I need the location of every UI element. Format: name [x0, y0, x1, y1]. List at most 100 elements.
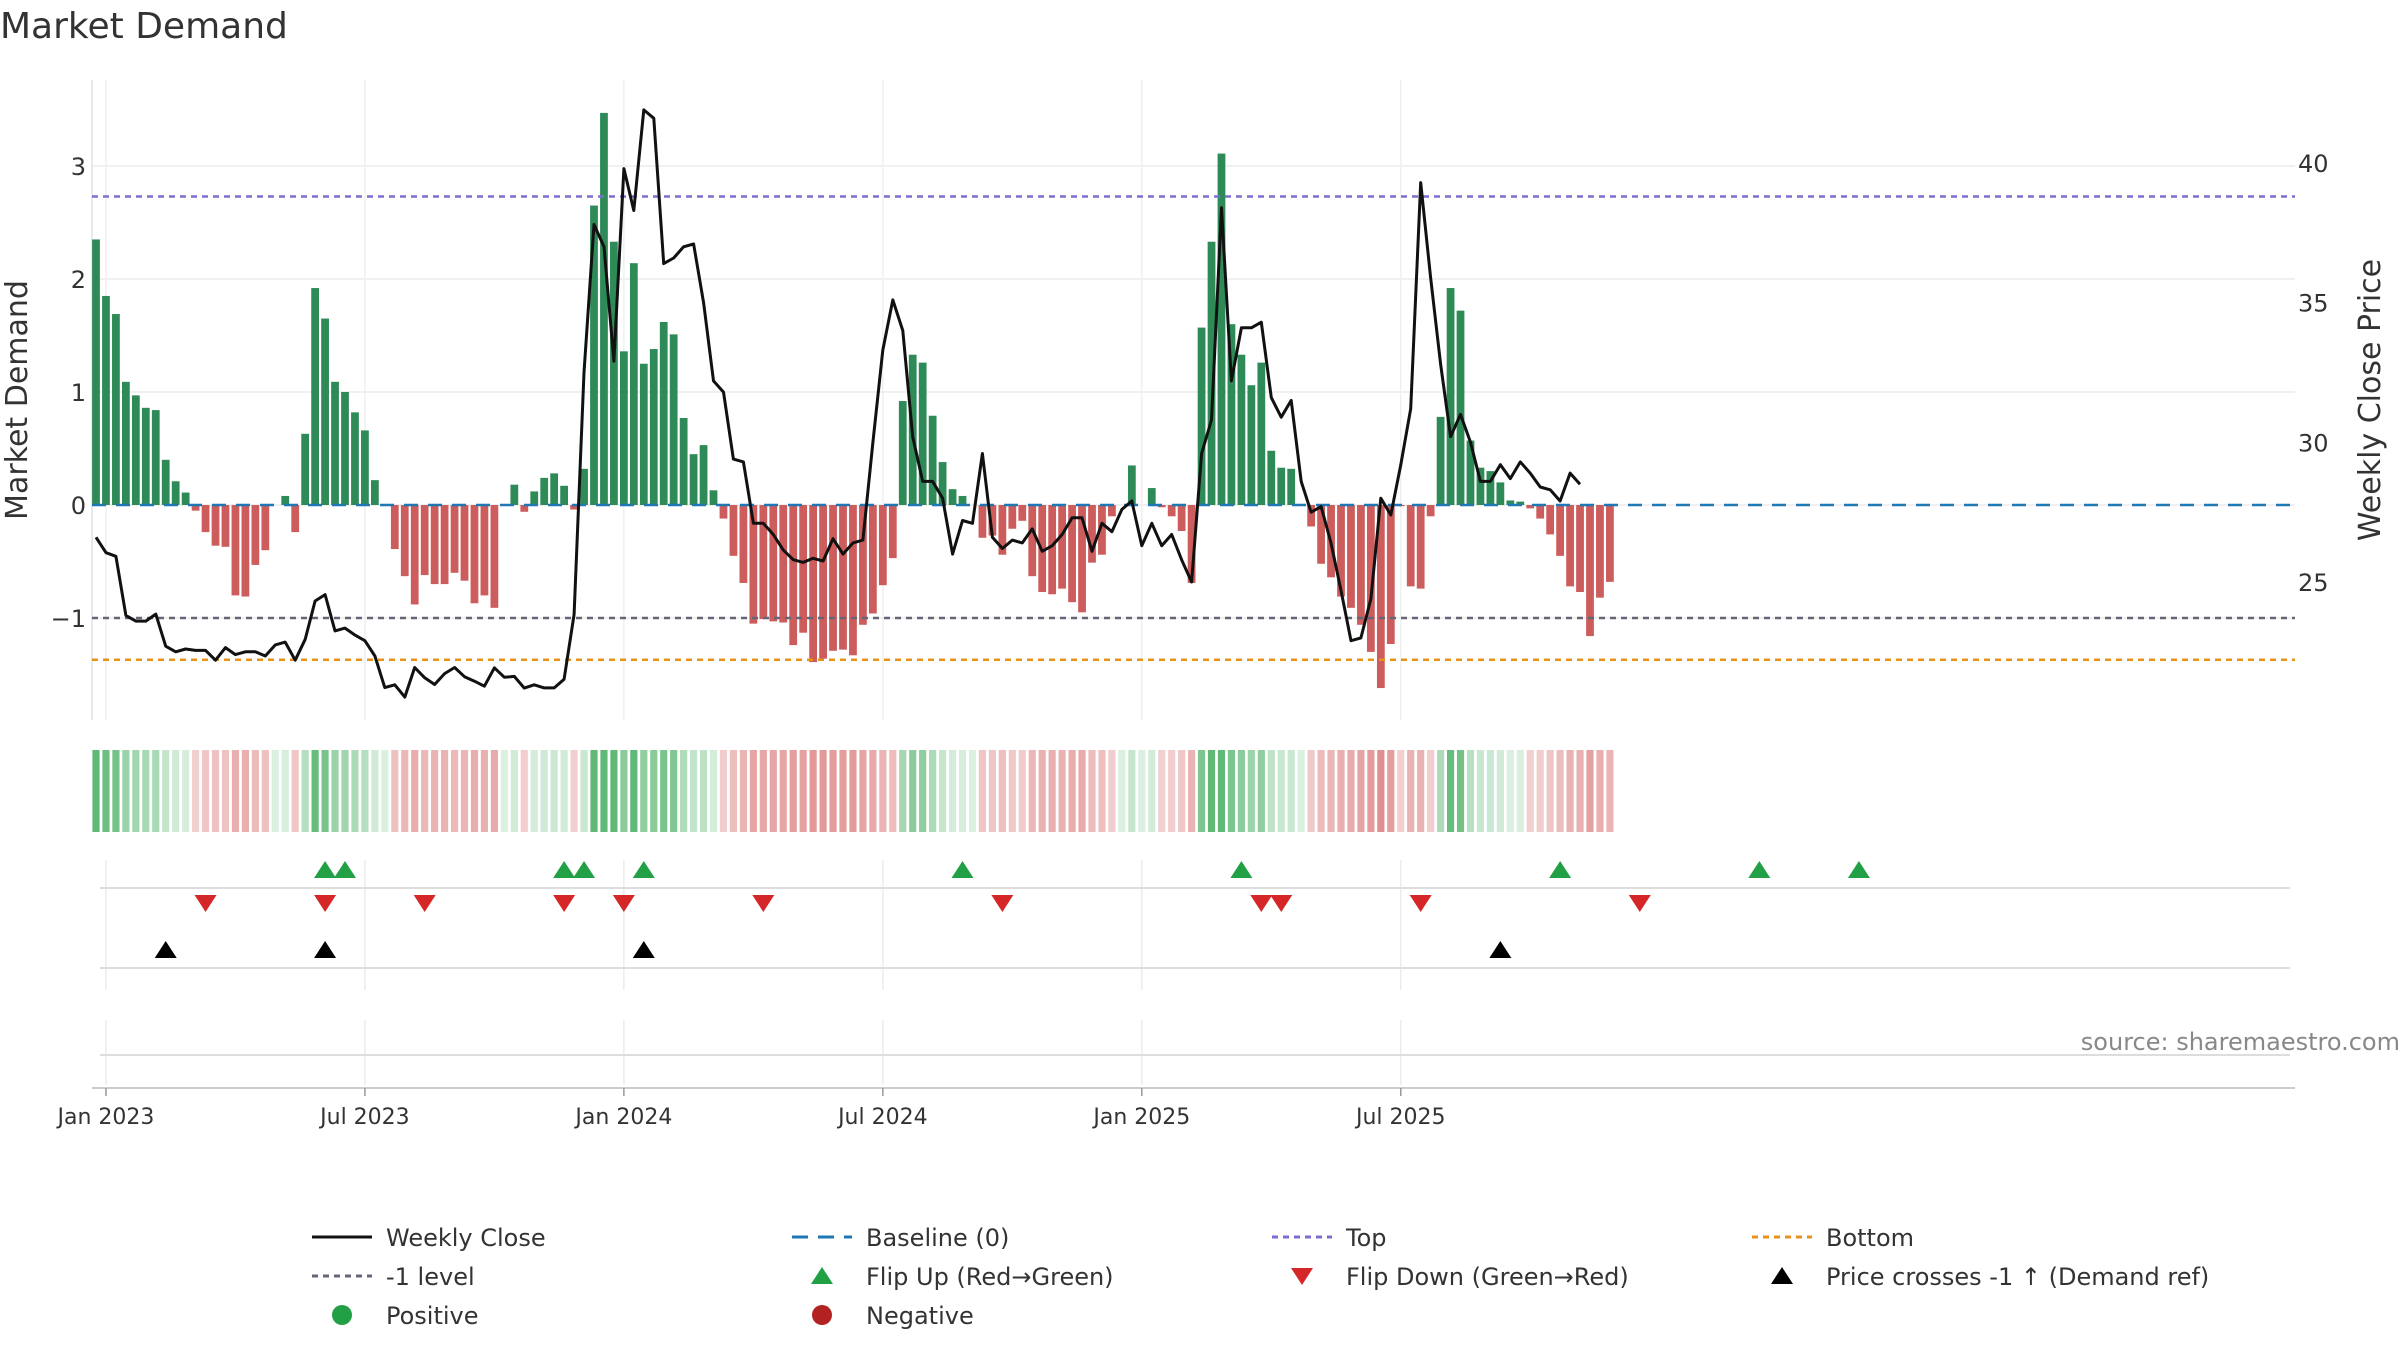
- x-tick-label: Jul 2025: [1354, 1105, 1446, 1130]
- y-tick-right: 25: [2298, 569, 2329, 597]
- strip-cell: [759, 750, 767, 832]
- demand-bar: [1267, 450, 1276, 505]
- demand-bar: [739, 505, 748, 583]
- demand-bar: [1536, 505, 1545, 519]
- strip-cell: [381, 750, 389, 832]
- legend-label: Price crosses -1 ↑ (Demand ref): [1826, 1263, 2209, 1291]
- strip-cell: [1018, 750, 1026, 832]
- demand-bar: [1008, 505, 1017, 529]
- strip-cell: [271, 750, 279, 832]
- strip-cell: [799, 750, 807, 832]
- strip-cell: [899, 750, 907, 832]
- flip-down-marker: [991, 895, 1014, 912]
- demand-bar: [729, 505, 738, 556]
- strip-cell: [968, 750, 977, 832]
- demand-bar: [1586, 505, 1594, 637]
- demand-bar: [331, 381, 339, 505]
- strip-cell: [162, 750, 170, 832]
- demand-bar: [878, 505, 887, 586]
- strip-cell: [670, 750, 678, 832]
- strip-cell: [1118, 750, 1126, 832]
- strip-cell: [1098, 750, 1106, 832]
- flip-down-marker: [413, 895, 436, 912]
- demand-bar: [918, 362, 927, 505]
- strip-cell: [849, 750, 857, 832]
- strip-cell: [261, 750, 269, 832]
- strip-cell: [291, 750, 299, 832]
- flip-down-marker: [553, 895, 576, 912]
- demand-bar: [610, 241, 618, 505]
- strip-cell: [1247, 750, 1255, 832]
- strip-cell: [1476, 750, 1485, 832]
- source-note: source: sharemaestro.com: [2081, 1028, 2400, 1056]
- x-tick-label: Jan 2025: [1091, 1105, 1190, 1130]
- strip-cell: [958, 750, 967, 832]
- demand-bar: [102, 295, 110, 505]
- strip-cell: [1008, 750, 1016, 832]
- demand-bar: [1496, 482, 1505, 505]
- strip-cell: [112, 750, 120, 832]
- strip-cell: [1606, 750, 1614, 832]
- demand-bar: [1426, 505, 1435, 517]
- demand-bar: [580, 468, 588, 505]
- demand-bar: [570, 505, 578, 510]
- strip-cell: [92, 750, 100, 832]
- flip-up-marker: [573, 861, 596, 878]
- strip-cell: [709, 750, 718, 832]
- strip-cell: [978, 750, 987, 832]
- demand-bar: [510, 484, 519, 505]
- strip-cell: [839, 750, 847, 832]
- demand-bar: [171, 481, 180, 505]
- right-axis-ticks: 25 30 35 40: [2298, 150, 2329, 597]
- strip-cell: [211, 750, 220, 832]
- demand-bar: [998, 505, 1007, 555]
- demand-bar: [948, 489, 957, 505]
- demand-bar: [1466, 440, 1475, 505]
- demand-bar: [1546, 505, 1555, 535]
- strip-cell: [1387, 750, 1395, 832]
- demand-bar: [1606, 505, 1614, 582]
- strip-cell: [660, 750, 668, 832]
- strip-cell: [1078, 750, 1086, 832]
- strip-cell: [1048, 750, 1056, 832]
- demand-bar: [839, 505, 847, 650]
- demand-bar: [1257, 362, 1266, 505]
- flip-down-marker: [612, 895, 635, 912]
- strip-cell: [1178, 750, 1186, 832]
- strip-cell: [421, 750, 429, 832]
- legend-symbol: [332, 1305, 352, 1325]
- demand-bar: [1197, 327, 1206, 505]
- demand-bar: [1167, 505, 1176, 517]
- strip-cell: [1227, 750, 1236, 832]
- flip-up-marker: [1748, 861, 1771, 878]
- y-tick-left: 1: [71, 379, 86, 407]
- demand-bar: [1476, 467, 1485, 505]
- flip-down-marker: [194, 895, 217, 912]
- flip-down-marker: [752, 895, 775, 912]
- strip-cell: [1437, 750, 1445, 832]
- strip-cell: [152, 750, 160, 832]
- strip-cell: [630, 750, 638, 832]
- strip-cell: [1128, 750, 1136, 832]
- demand-bar: [1436, 416, 1445, 505]
- strip-cell: [1058, 750, 1066, 832]
- strip-cell: [580, 750, 588, 832]
- demand-bar: [211, 505, 220, 546]
- y-tick-right: 30: [2298, 429, 2329, 457]
- strip-cell: [470, 750, 479, 832]
- demand-bar: [1366, 505, 1375, 652]
- legend-symbol: [1291, 1268, 1313, 1285]
- strip-cell: [1108, 750, 1116, 832]
- demand-bar: [231, 505, 240, 596]
- strip-cell: [1277, 750, 1285, 832]
- strip-cell: [331, 750, 339, 832]
- demand-bar: [460, 505, 469, 581]
- demand-bar: [560, 485, 569, 505]
- y-axis-label-right: Weekly Close Price: [2353, 259, 2388, 541]
- strip-cell: [809, 750, 817, 832]
- strip-cell: [241, 750, 249, 832]
- strip-cell: [570, 750, 578, 832]
- demand-bar: [1596, 505, 1604, 598]
- demand-bar: [1127, 465, 1136, 505]
- demand-bar: [1058, 505, 1067, 589]
